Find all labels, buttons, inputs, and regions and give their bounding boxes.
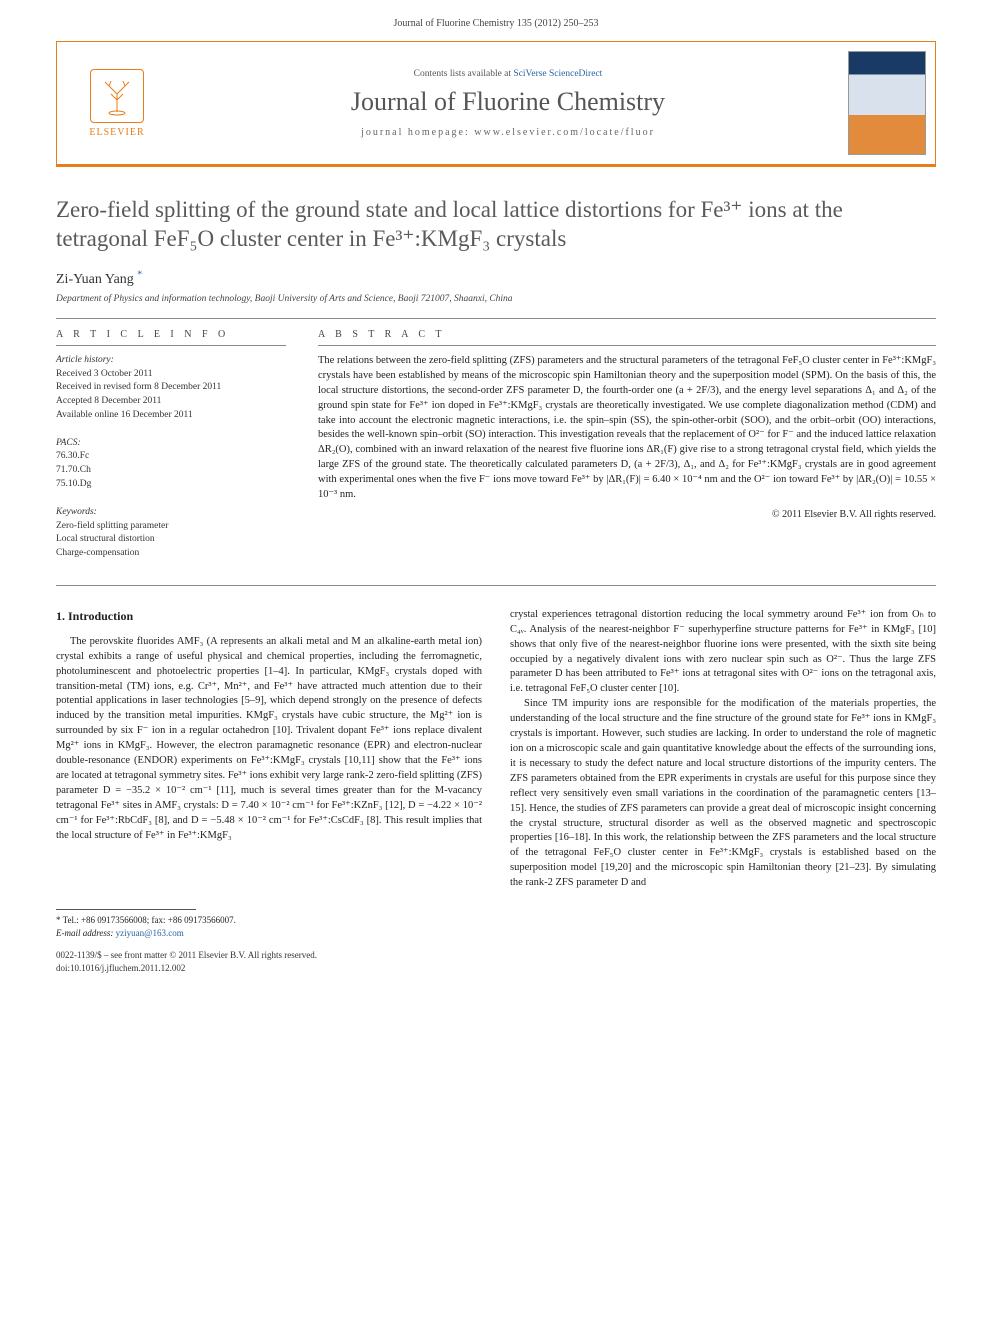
footer-bar: 0022-1139/$ – see front matter © 2011 El…	[56, 949, 936, 974]
history-line: Received in revised form 8 December 2011	[56, 381, 286, 395]
orange-rule	[56, 165, 936, 167]
intro-heading: 1. Introduction	[56, 608, 482, 625]
article-title: Zero-field splitting of the ground state…	[56, 195, 936, 254]
abstract-column: A B S T R A C T The relations between th…	[306, 319, 936, 585]
abstract-copyright: © 2011 Elsevier B.V. All rights reserved…	[318, 509, 936, 520]
body-col-right: crystal experiences tetragonal distortio…	[510, 608, 936, 891]
keywords-label: Keywords:	[56, 507, 97, 517]
pacs-code: 76.30.Fc	[56, 450, 286, 464]
publisher-logo-cell: ELSEVIER	[57, 42, 177, 164]
footer-doi: doi:10.1016/j.jfluchem.2011.12.002	[56, 962, 936, 975]
history-line: Accepted 8 December 2011	[56, 395, 286, 409]
keywords-block: Keywords: Zero-field splitting parameter…	[56, 506, 286, 561]
history-line: Available online 16 December 2011	[56, 409, 286, 423]
intro-para-1: The perovskite fluorides AMF₃ (A represe…	[56, 635, 482, 844]
author-email-link[interactable]: yziyuan@163.com	[116, 928, 184, 938]
journal-header-box: ELSEVIER Contents lists available at Sci…	[56, 41, 936, 165]
keyword: Charge-compensation	[56, 547, 286, 561]
footnote-rule	[56, 909, 196, 910]
publisher-name: ELSEVIER	[89, 127, 144, 138]
journal-homepage: journal homepage: www.elsevier.com/locat…	[361, 127, 655, 138]
pacs-code: 71.70.Ch	[56, 464, 286, 478]
abstract-text: The relations between the zero-field spl…	[318, 354, 936, 503]
affiliation: Department of Physics and information te…	[56, 294, 936, 304]
history-label: Article history:	[56, 355, 114, 365]
journal-name: Journal of Fluorine Chemistry	[351, 87, 665, 117]
email-label: E-mail address:	[56, 928, 116, 938]
journal-cover-cell	[839, 42, 935, 164]
keyword: Zero-field splitting parameter	[56, 520, 286, 534]
intro-col2-p1: crystal experiences tetragonal distortio…	[510, 608, 936, 697]
author-name: Zi-Yuan Yang	[56, 272, 134, 287]
article-info-column: A R T I C L E I N F O Article history: R…	[56, 319, 306, 585]
running-head: Journal of Fluorine Chemistry 135 (2012)…	[0, 0, 992, 35]
pacs-block: PACS: 76.30.Fc 71.70.Ch 75.10.Dg	[56, 437, 286, 492]
author-line: Zi-Yuan Yang *	[56, 272, 936, 288]
footer-front-matter: 0022-1139/$ – see front matter © 2011 El…	[56, 949, 936, 962]
corresponding-author-marker[interactable]: *	[137, 269, 142, 280]
keyword: Local structural distortion	[56, 533, 286, 547]
contents-prefix: Contents lists available at	[414, 69, 514, 79]
body-col-left: 1. Introduction The perovskite fluorides…	[56, 608, 482, 891]
abstract-heading: A B S T R A C T	[318, 329, 936, 346]
pacs-label: PACS:	[56, 438, 81, 448]
body-columns: 1. Introduction The perovskite fluorides…	[56, 608, 936, 891]
journal-cover-thumb	[848, 51, 926, 155]
pacs-code: 75.10.Dg	[56, 478, 286, 492]
history-line: Received 3 October 2011	[56, 368, 286, 382]
intro-col2-p2: Since TM impurity ions are responsible f…	[510, 697, 936, 891]
journal-mid: Contents lists available at SciVerse Sci…	[177, 42, 839, 164]
article-history-block: Article history: Received 3 October 2011…	[56, 354, 286, 423]
elsevier-tree-icon	[90, 69, 144, 123]
rule-below-abstract	[56, 585, 936, 586]
contents-available: Contents lists available at SciVerse Sci…	[414, 69, 603, 79]
sciencedirect-link[interactable]: SciVerse ScienceDirect	[513, 69, 602, 79]
footnotes: * Tel.: +86 09173566008; fax: +86 091735…	[56, 914, 936, 939]
corresponding-author-footnote: * Tel.: +86 09173566008; fax: +86 091735…	[56, 914, 936, 927]
article-info-heading: A R T I C L E I N F O	[56, 329, 286, 346]
